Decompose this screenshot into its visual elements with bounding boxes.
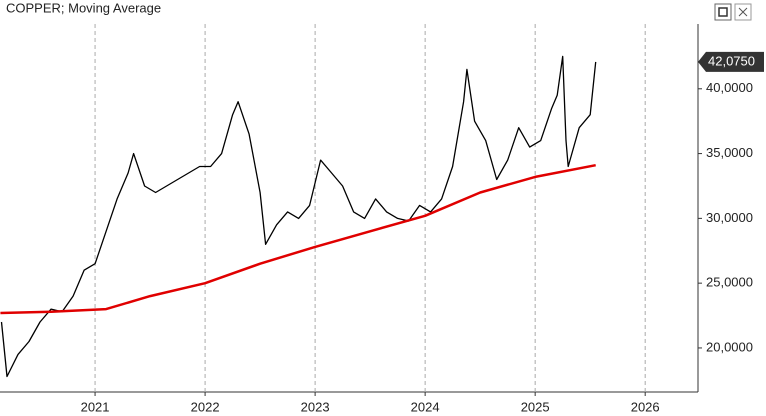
- maximize-button[interactable]: [714, 3, 732, 21]
- chart-title: COPPER; Moving Average: [6, 0, 161, 15]
- x-tick-label: 2025: [521, 399, 550, 414]
- x-tick-label: 2022: [191, 399, 220, 414]
- y-tick-label: 40,0000: [706, 80, 753, 95]
- x-tick-label: 2026: [631, 399, 660, 414]
- series-line: [0, 163, 596, 315]
- x-tick-label: 2024: [411, 399, 440, 414]
- y-tick-label: 35,0000: [706, 145, 753, 160]
- series-line: [0, 55, 597, 378]
- maximize-icon: [718, 7, 728, 17]
- y-tick-label: 25,0000: [706, 275, 753, 290]
- y-tick-label: 20,0000: [706, 339, 753, 354]
- y-tick-label: 30,0000: [706, 210, 753, 225]
- x-tick-label: 2021: [81, 399, 110, 414]
- x-tick-label: 2023: [301, 399, 330, 414]
- close-icon: [738, 7, 748, 17]
- last-price-label: 42,0750: [708, 53, 755, 68]
- last-price-box: [698, 51, 764, 72]
